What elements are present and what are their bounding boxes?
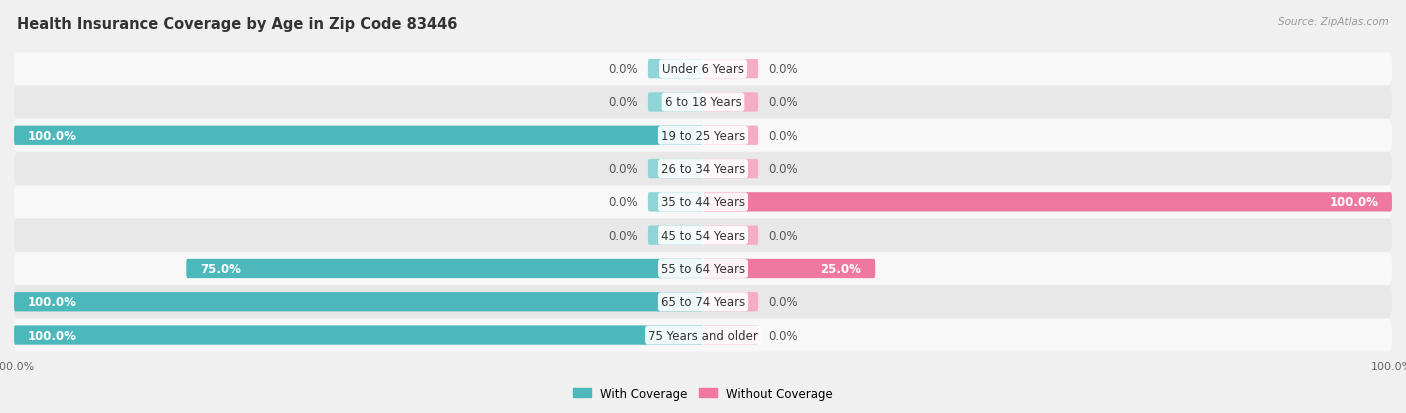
Text: 75.0%: 75.0% [200,262,240,275]
FancyBboxPatch shape [14,319,1392,351]
FancyBboxPatch shape [703,126,758,145]
Text: 100.0%: 100.0% [28,129,77,142]
Text: Health Insurance Coverage by Age in Zip Code 83446: Health Insurance Coverage by Age in Zip … [17,17,457,31]
FancyBboxPatch shape [186,259,703,278]
FancyBboxPatch shape [14,292,703,312]
FancyBboxPatch shape [14,126,703,145]
Text: 0.0%: 0.0% [607,63,637,76]
FancyBboxPatch shape [648,60,703,79]
FancyBboxPatch shape [14,286,1392,318]
Text: 25.0%: 25.0% [821,262,862,275]
FancyBboxPatch shape [14,153,1392,185]
FancyBboxPatch shape [703,325,758,345]
Text: 0.0%: 0.0% [769,96,799,109]
FancyBboxPatch shape [14,219,1392,252]
Text: 65 to 74 Years: 65 to 74 Years [661,296,745,309]
FancyBboxPatch shape [648,226,703,245]
FancyBboxPatch shape [14,252,1392,285]
Text: 26 to 34 Years: 26 to 34 Years [661,163,745,176]
Text: 0.0%: 0.0% [769,163,799,176]
FancyBboxPatch shape [14,86,1392,119]
FancyBboxPatch shape [703,93,758,112]
FancyBboxPatch shape [703,292,758,312]
Text: 6 to 18 Years: 6 to 18 Years [665,96,741,109]
FancyBboxPatch shape [703,226,758,245]
Text: Source: ZipAtlas.com: Source: ZipAtlas.com [1278,17,1389,26]
Text: Under 6 Years: Under 6 Years [662,63,744,76]
Legend: With Coverage, Without Coverage: With Coverage, Without Coverage [568,382,838,404]
Text: 0.0%: 0.0% [607,96,637,109]
Text: 35 to 44 Years: 35 to 44 Years [661,196,745,209]
FancyBboxPatch shape [648,93,703,112]
Text: 0.0%: 0.0% [607,229,637,242]
Text: 0.0%: 0.0% [607,163,637,176]
Text: 19 to 25 Years: 19 to 25 Years [661,129,745,142]
Text: 100.0%: 100.0% [28,329,77,342]
Text: 0.0%: 0.0% [769,329,799,342]
FancyBboxPatch shape [14,120,1392,152]
FancyBboxPatch shape [648,159,703,179]
FancyBboxPatch shape [14,325,703,345]
Text: 75 Years and older: 75 Years and older [648,329,758,342]
FancyBboxPatch shape [703,159,758,179]
Text: 0.0%: 0.0% [769,63,799,76]
FancyBboxPatch shape [14,186,1392,218]
Text: 0.0%: 0.0% [769,129,799,142]
Text: 0.0%: 0.0% [607,196,637,209]
Text: 0.0%: 0.0% [769,296,799,309]
Text: 45 to 54 Years: 45 to 54 Years [661,229,745,242]
FancyBboxPatch shape [703,193,1392,212]
FancyBboxPatch shape [703,60,758,79]
FancyBboxPatch shape [14,53,1392,86]
Text: 100.0%: 100.0% [28,296,77,309]
Text: 55 to 64 Years: 55 to 64 Years [661,262,745,275]
Text: 0.0%: 0.0% [769,229,799,242]
FancyBboxPatch shape [703,259,875,278]
FancyBboxPatch shape [648,193,703,212]
Text: 100.0%: 100.0% [1329,196,1378,209]
